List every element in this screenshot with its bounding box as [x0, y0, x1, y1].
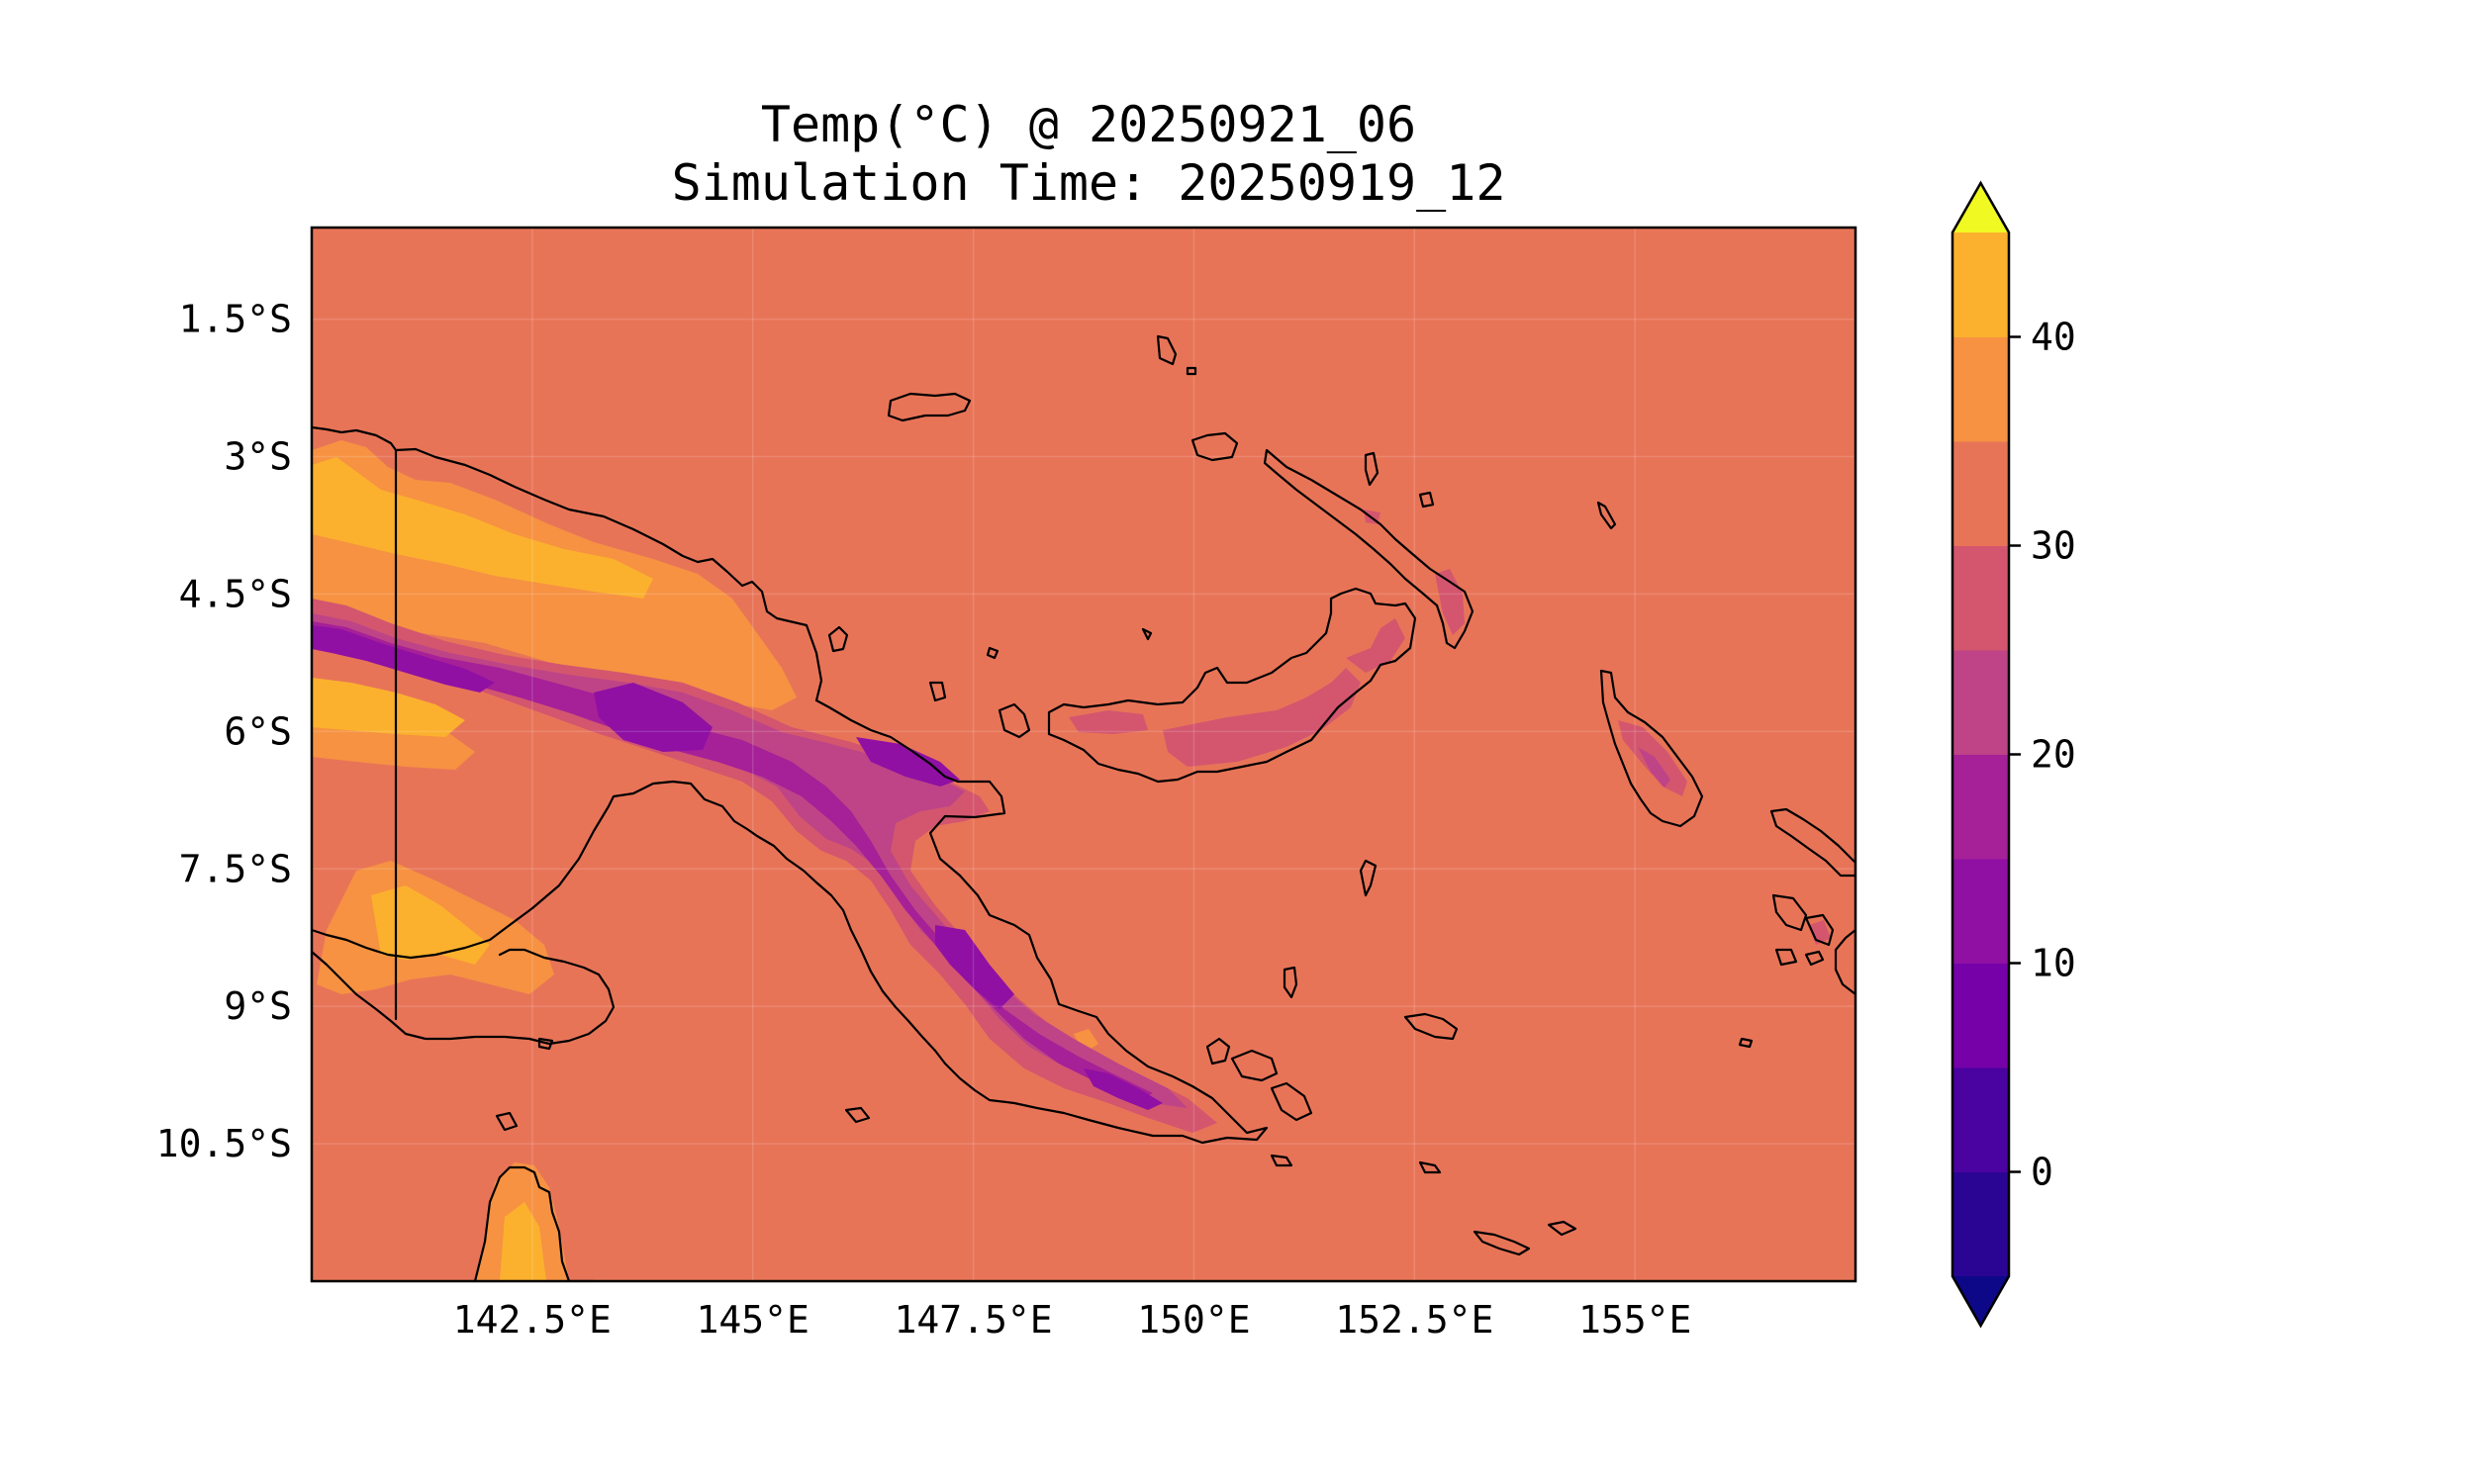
colorbar-outline	[1951, 180, 2011, 1329]
trobriand-coastline	[1283, 966, 1298, 999]
new-hanover-coastline	[1190, 431, 1239, 462]
map-panel	[312, 228, 1856, 1281]
boigu-coastline	[537, 1037, 554, 1051]
new-britain-cool-east	[1346, 618, 1405, 673]
colorbar-tick-label: 30	[2031, 524, 2076, 568]
map-frame	[310, 226, 1857, 1283]
colorbar-tick-label: 20	[2031, 733, 2076, 777]
kiriwina-coastline	[1156, 334, 1178, 366]
colorbar-segment	[1952, 336, 2009, 442]
karkar-coastline	[998, 702, 1031, 739]
tabar-coastline	[1364, 451, 1380, 487]
ninigo-coastline	[1738, 1037, 1754, 1049]
lat-tick-label: 9°S	[224, 984, 292, 1028]
warm-region-milne	[1074, 1029, 1098, 1054]
lat-tick-label: 1.5°S	[179, 298, 292, 341]
choiseul-coastline	[1769, 807, 1856, 878]
southern-coastline	[312, 948, 616, 1046]
hot-region-south-fly	[371, 885, 490, 965]
colorbar-segment	[1952, 1067, 2009, 1172]
lihir-coastline	[1418, 491, 1435, 509]
hot-region-cape-york-inner	[500, 1202, 546, 1281]
guadalcanal-coastline	[1804, 913, 1835, 947]
new-britain-cool-west	[1069, 710, 1148, 734]
highland-core-markham	[856, 737, 960, 787]
dampier-coastline	[844, 1106, 871, 1124]
colorbar-segment	[1952, 1171, 2009, 1277]
coastlines	[312, 334, 1856, 1281]
hot-region-west-central	[312, 678, 465, 737]
lat-tick-label: 3°S	[224, 435, 292, 479]
colorbar-tick-label: 0	[2031, 1151, 2053, 1194]
colorbar-segment	[1952, 545, 2009, 651]
normanby-coastline	[1270, 1081, 1313, 1122]
manus-coastline	[887, 392, 972, 422]
louisiade-coastline	[1547, 1220, 1577, 1237]
lat-tick-label: 4.5°S	[179, 572, 292, 615]
new-guinea-coastline	[312, 425, 1269, 1145]
woodlark-coastline	[1403, 1012, 1459, 1041]
lat-tick-label: 10.5°S	[156, 1122, 292, 1165]
highland-band-level-5	[312, 625, 495, 693]
hot-region-north-lowlands	[312, 457, 653, 599]
lon-tick-label: 150°E	[1137, 1298, 1250, 1342]
solomons-east-coastline	[1804, 950, 1825, 967]
colorbar-segment	[1952, 441, 2009, 546]
bougainville-coastline	[1599, 669, 1704, 828]
colorbar-tick-label: 40	[2031, 316, 2076, 359]
colorbar-segment	[1952, 754, 2009, 860]
colorbar-tick-label: 10	[2031, 942, 2076, 985]
torres-strait-coastline	[495, 1111, 519, 1132]
lon-tick-label: 155°E	[1578, 1298, 1691, 1342]
bougainville-core	[1638, 747, 1670, 788]
malaita-coastline	[1834, 928, 1856, 996]
nuguria-coastline	[1596, 501, 1617, 530]
rossel-coastline	[1473, 1230, 1531, 1256]
map-title-line1: Temp(°C) @ 20250921_06	[761, 96, 1416, 153]
colorbar-over-extension	[1952, 183, 2009, 232]
lat-tick-label: 6°S	[224, 709, 292, 753]
colorbar-segment	[1952, 232, 2009, 337]
lon-tick-label: 145°E	[697, 1298, 809, 1342]
latitude-tick-labels: 1.5°S 3°S 4.5°S 6°S 7.5°S 9°S 10.5°S	[156, 298, 292, 1165]
mussau-coastline	[1359, 859, 1378, 897]
wuvulu-coastline	[1141, 627, 1153, 641]
lon-tick-label: 142.5°E	[453, 1298, 612, 1342]
new-ireland-coastline	[1263, 448, 1475, 650]
highland-core-owen-stanley	[1084, 1068, 1163, 1110]
new-britain-coastline	[1047, 587, 1417, 784]
new-georgia-coastline	[1774, 948, 1798, 967]
temperature-colorbar: 0 10 20 30 40	[1951, 180, 2076, 1329]
santa-isabel-coastline	[1771, 893, 1808, 932]
colorbar-segment	[1952, 650, 2009, 755]
map-title-line2: Simulation Time: 20250919_12	[672, 154, 1506, 212]
cool-contour-layer	[312, 510, 1831, 1133]
aua-coastline	[986, 646, 999, 660]
lon-tick-label: 147.5°E	[894, 1298, 1052, 1342]
colorbar-segment	[1952, 963, 2009, 1068]
hermit-coastline	[1186, 366, 1197, 376]
tagula-coastline	[1418, 1160, 1442, 1174]
schouten-coastline	[827, 625, 849, 653]
highland-core-southeast	[935, 925, 1014, 1009]
new-britain-cool-central	[1163, 668, 1361, 767]
colorbar-under-extension	[1952, 1276, 2009, 1326]
umboi-coastline	[928, 681, 947, 702]
lon-tick-label: 152.5°E	[1335, 1298, 1493, 1342]
map-gridlines	[312, 228, 1856, 1281]
colorbar-segment	[1952, 859, 2009, 964]
goodenough-coastline	[1205, 1037, 1231, 1066]
longitude-tick-labels: 142.5°E 145°E 147.5°E 150°E 152.5°E 155°E	[453, 1298, 1692, 1342]
highland-band-level-10	[312, 621, 1153, 1100]
highland-band-level-15	[312, 613, 1188, 1108]
fergusson-coastline	[1230, 1049, 1279, 1082]
cape-york-coastline	[473, 1165, 596, 1281]
tami-coastline	[1270, 1154, 1293, 1167]
ocean-temperature-field	[312, 228, 1856, 1281]
highland-core-central	[594, 683, 713, 752]
lat-tick-label: 7.5°S	[179, 847, 292, 890]
